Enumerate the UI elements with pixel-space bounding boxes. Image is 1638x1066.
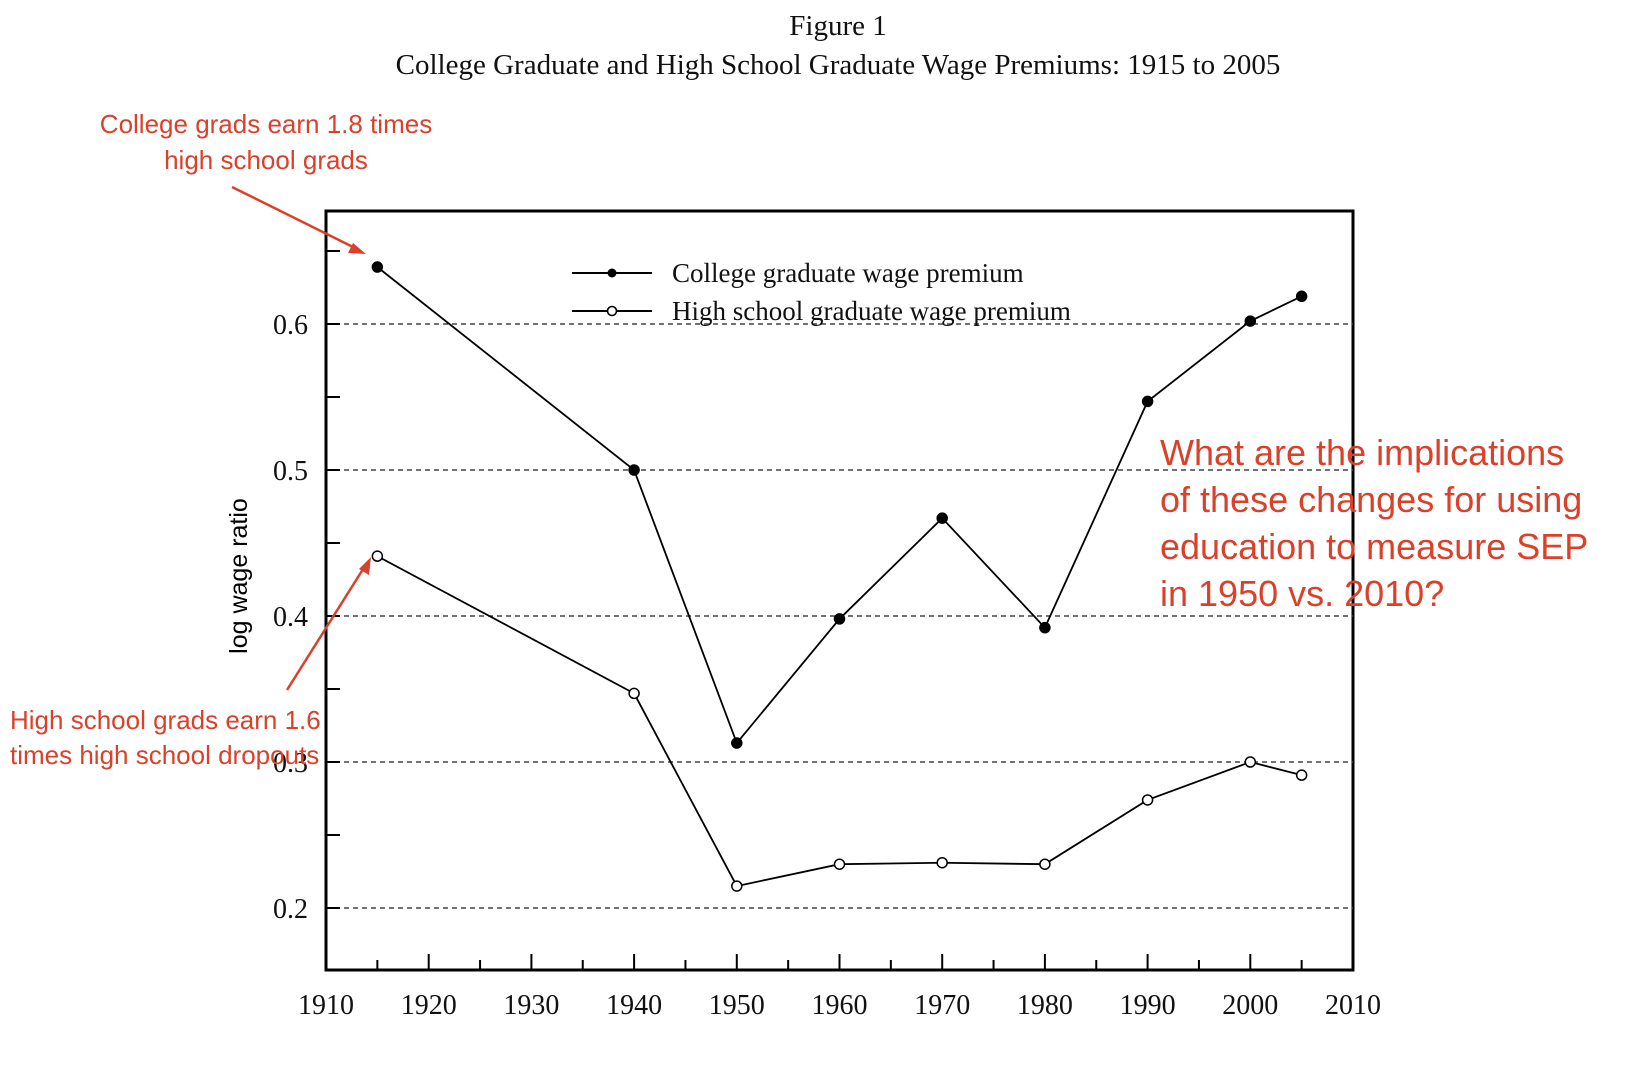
question-line3: education to measure SEP <box>1160 526 1588 567</box>
college-data-point <box>1039 621 1051 634</box>
y-tick-label: 0.4 <box>273 602 308 633</box>
x-tick-label: 1960 <box>812 990 868 1021</box>
hs-data-point <box>1244 756 1257 768</box>
hs-data-point <box>1295 769 1308 781</box>
hs-note-line1: High school grads earn 1.6 <box>10 705 321 735</box>
hs-note-line2: times high school dropouts <box>10 740 319 770</box>
y-tick-labels: 0.2 0.3 0.4 0.5 0.6 <box>273 310 308 925</box>
chart-title: College Graduate and High School Graduat… <box>396 49 1281 81</box>
x-tick-label: 1990 <box>1120 990 1176 1021</box>
legend-marker-hs <box>606 305 618 317</box>
y-tick-label: 0.2 <box>273 894 308 925</box>
legend-marker-college <box>607 268 617 278</box>
hs-note-arrowhead <box>359 557 371 575</box>
hs-data-point <box>1141 794 1154 806</box>
axis-ticks <box>325 250 1354 970</box>
hs-data-point <box>833 858 846 870</box>
x-tick-label: 1910 <box>298 990 354 1021</box>
x-tick-label: 2000 <box>1222 990 1278 1021</box>
college-data-point <box>731 737 743 749</box>
hs-data-point <box>936 856 948 869</box>
y-tick-label: 0.6 <box>273 310 308 341</box>
college-note-line1: College grads earn 1.8 times <box>100 109 432 139</box>
college-data-point <box>936 512 948 524</box>
x-tick-label: 1920 <box>401 990 457 1021</box>
college-data-point <box>1244 315 1257 327</box>
y-tick-label: 0.3 <box>273 748 308 779</box>
figure-label: Figure 1 <box>789 10 886 42</box>
question-line4: in 1950 vs. 2010? <box>1160 573 1444 614</box>
college-data-point <box>628 464 640 476</box>
series-group <box>371 261 1308 892</box>
x-tick-label: 1980 <box>1017 990 1073 1021</box>
hs-data-point <box>371 550 384 562</box>
college-data-point <box>1295 290 1308 303</box>
college-data-point <box>371 261 384 273</box>
hs-data-point <box>731 880 743 892</box>
hs-data-point <box>1039 858 1051 870</box>
y-tick-label: 0.5 <box>273 456 308 487</box>
legend: College graduate wage premium High schoo… <box>572 258 1071 326</box>
y-axis-label: log wage ratio <box>225 498 253 654</box>
college-data-point <box>1141 395 1154 408</box>
annotation-college: College grads earn 1.8 times high school… <box>100 109 432 254</box>
hs-note-arrow <box>285 565 367 691</box>
hs-data-point <box>628 687 640 700</box>
legend-label-college: College graduate wage premium <box>672 258 1024 288</box>
college-note-line2: high school grads <box>164 145 368 175</box>
college-note-arrow <box>231 185 358 251</box>
college-note-arrowhead <box>348 243 366 254</box>
college-data-point <box>833 613 846 625</box>
annotation-hs: High school grads earn 1.6 times high sc… <box>10 557 371 770</box>
legend-label-hs: High school graduate wage premium <box>672 296 1071 326</box>
question-line1: What are the implications <box>1160 432 1564 473</box>
question-annotation: What are the implications of these chang… <box>1160 432 1588 614</box>
x-tick-label: 1950 <box>709 990 765 1021</box>
x-tick-label: 1930 <box>503 990 559 1021</box>
x-tick-label: 2010 <box>1325 990 1381 1021</box>
x-tick-labels: 1910 1920 1930 1940 1950 1960 1970 1980 1990 2000… <box>298 990 1381 1021</box>
x-tick-label: 1940 <box>606 990 662 1021</box>
question-line2: of these changes for using <box>1160 479 1582 520</box>
x-tick-label: 1970 <box>914 990 970 1021</box>
